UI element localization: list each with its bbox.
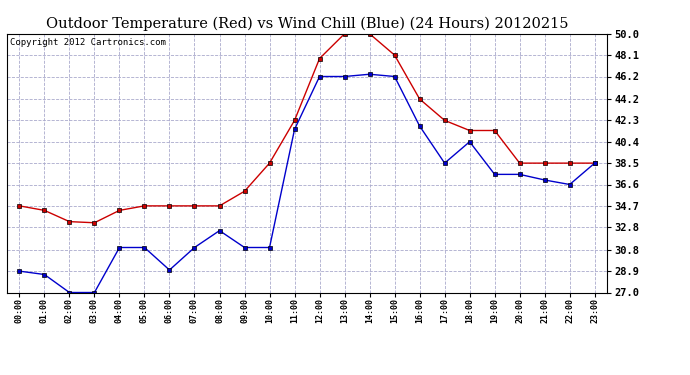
- Title: Outdoor Temperature (Red) vs Wind Chill (Blue) (24 Hours) 20120215: Outdoor Temperature (Red) vs Wind Chill …: [46, 17, 569, 31]
- Text: Copyright 2012 Cartronics.com: Copyright 2012 Cartronics.com: [10, 38, 166, 46]
